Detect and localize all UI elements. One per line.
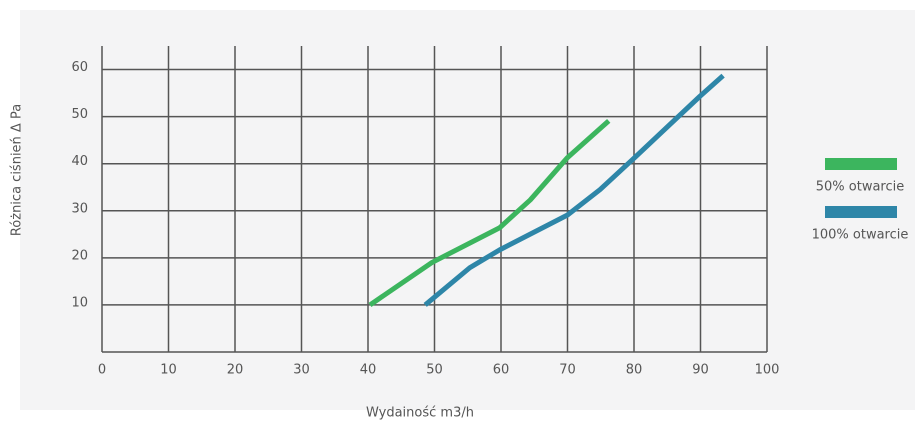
y-tick-label: 20 bbox=[71, 248, 88, 263]
legend-swatch bbox=[825, 158, 897, 170]
y-axis-label: Różnica ciśnień Δ Pa bbox=[10, 104, 25, 236]
legend-label: 50% otwarcie bbox=[816, 180, 905, 195]
x-tick-label: 80 bbox=[626, 363, 643, 378]
y-tick-label: 60 bbox=[71, 60, 88, 75]
x-tick-label: 60 bbox=[493, 363, 510, 378]
series-line bbox=[423, 73, 725, 307]
x-tick-label: 10 bbox=[160, 363, 177, 378]
x-tick-label: 30 bbox=[293, 363, 310, 378]
x-axis-label: Wydainość m3/h bbox=[366, 406, 474, 421]
x-tick-label: 70 bbox=[559, 363, 576, 378]
y-tick-label: 50 bbox=[71, 107, 88, 122]
legend-swatch bbox=[825, 206, 897, 218]
series-line bbox=[368, 118, 611, 307]
x-tick-label: 90 bbox=[692, 363, 709, 378]
y-tick-label: 30 bbox=[71, 201, 88, 216]
legend-label: 100% otwarcie bbox=[812, 228, 909, 243]
x-tick-label: 40 bbox=[360, 363, 377, 378]
x-tick-label: 20 bbox=[227, 363, 244, 378]
x-tick-label: 100 bbox=[755, 363, 780, 378]
y-tick-label: 40 bbox=[71, 154, 88, 169]
x-tick-label: 50 bbox=[426, 363, 443, 378]
x-tick-label: 0 bbox=[98, 363, 106, 378]
y-tick-label: 10 bbox=[71, 295, 88, 310]
